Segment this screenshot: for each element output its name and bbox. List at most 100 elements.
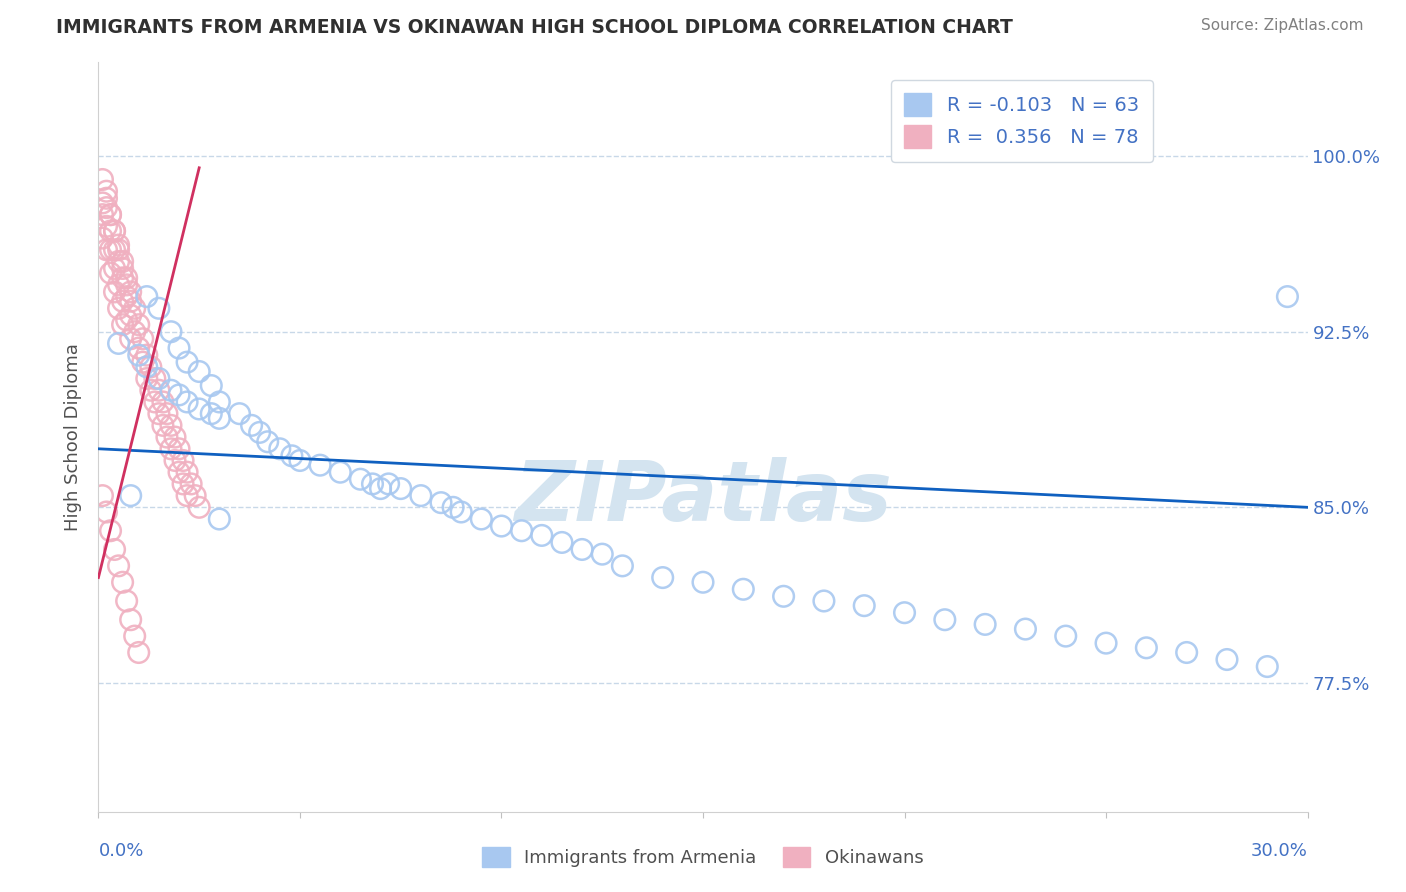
Point bbox=[103, 224, 125, 238]
Point bbox=[156, 407, 179, 421]
Text: 0.0%: 0.0% bbox=[98, 842, 143, 860]
Text: 30.0%: 30.0% bbox=[1251, 842, 1308, 860]
Point bbox=[208, 411, 231, 425]
Point bbox=[510, 524, 533, 538]
Point bbox=[103, 224, 125, 238]
Text: ZIPatlas: ZIPatlas bbox=[515, 457, 891, 538]
Point bbox=[111, 318, 134, 332]
Point bbox=[1175, 645, 1198, 659]
Point bbox=[349, 472, 371, 486]
Point bbox=[115, 290, 138, 304]
Point bbox=[128, 348, 150, 362]
Point bbox=[156, 430, 179, 444]
Point bbox=[551, 535, 574, 549]
Point bbox=[148, 384, 170, 398]
Point bbox=[107, 336, 129, 351]
Point bbox=[1256, 659, 1278, 673]
Point bbox=[111, 294, 134, 309]
Point bbox=[120, 613, 142, 627]
Point bbox=[96, 184, 118, 198]
Point bbox=[172, 476, 194, 491]
Point bbox=[120, 332, 142, 346]
Point bbox=[103, 243, 125, 257]
Point bbox=[167, 465, 190, 479]
Point bbox=[96, 201, 118, 215]
Point bbox=[111, 254, 134, 268]
Point bbox=[160, 442, 183, 456]
Point bbox=[530, 528, 553, 542]
Point bbox=[128, 341, 150, 355]
Point bbox=[491, 519, 513, 533]
Point bbox=[115, 277, 138, 292]
Legend: Immigrants from Armenia, Okinawans: Immigrants from Armenia, Okinawans bbox=[475, 839, 931, 874]
Point bbox=[148, 301, 170, 316]
Point bbox=[1014, 622, 1036, 636]
Point bbox=[160, 325, 183, 339]
Point bbox=[103, 261, 125, 276]
Point bbox=[591, 547, 613, 561]
Point bbox=[813, 594, 835, 608]
Point bbox=[853, 599, 876, 613]
Point bbox=[281, 449, 304, 463]
Point bbox=[309, 458, 332, 472]
Point bbox=[143, 371, 166, 385]
Point bbox=[91, 489, 114, 503]
Point bbox=[107, 558, 129, 573]
Point bbox=[733, 582, 755, 597]
Point bbox=[269, 442, 291, 456]
Point bbox=[176, 395, 198, 409]
Point bbox=[115, 594, 138, 608]
Point bbox=[107, 254, 129, 268]
Point bbox=[96, 505, 118, 519]
Point bbox=[208, 395, 231, 409]
Point bbox=[409, 489, 432, 503]
Point bbox=[249, 425, 271, 440]
Point bbox=[160, 384, 183, 398]
Point bbox=[107, 243, 129, 257]
Point bbox=[692, 575, 714, 590]
Point bbox=[143, 395, 166, 409]
Point bbox=[132, 355, 155, 369]
Point bbox=[180, 476, 202, 491]
Point bbox=[107, 301, 129, 316]
Point bbox=[470, 512, 492, 526]
Point bbox=[172, 453, 194, 467]
Point bbox=[441, 500, 464, 515]
Point bbox=[120, 294, 142, 309]
Point bbox=[571, 542, 593, 557]
Point bbox=[103, 542, 125, 557]
Point bbox=[135, 348, 157, 362]
Point bbox=[100, 266, 122, 280]
Point bbox=[934, 613, 956, 627]
Point bbox=[288, 453, 311, 467]
Point bbox=[96, 219, 118, 234]
Point bbox=[91, 195, 114, 210]
Point bbox=[893, 606, 915, 620]
Point bbox=[111, 575, 134, 590]
Point bbox=[163, 430, 186, 444]
Point bbox=[120, 489, 142, 503]
Point bbox=[1054, 629, 1077, 643]
Point bbox=[208, 512, 231, 526]
Point bbox=[163, 453, 186, 467]
Point bbox=[167, 442, 190, 456]
Point bbox=[115, 271, 138, 285]
Point bbox=[377, 476, 399, 491]
Point bbox=[974, 617, 997, 632]
Point bbox=[103, 285, 125, 299]
Point bbox=[115, 313, 138, 327]
Point bbox=[430, 496, 453, 510]
Point bbox=[91, 208, 114, 222]
Point bbox=[1216, 652, 1239, 666]
Point bbox=[135, 371, 157, 385]
Point bbox=[96, 191, 118, 205]
Point bbox=[389, 482, 412, 496]
Point bbox=[139, 359, 162, 374]
Point bbox=[148, 371, 170, 385]
Text: Source: ZipAtlas.com: Source: ZipAtlas.com bbox=[1201, 18, 1364, 33]
Point bbox=[128, 645, 150, 659]
Point bbox=[1095, 636, 1118, 650]
Point bbox=[176, 489, 198, 503]
Point bbox=[111, 271, 134, 285]
Y-axis label: High School Diploma: High School Diploma bbox=[65, 343, 83, 531]
